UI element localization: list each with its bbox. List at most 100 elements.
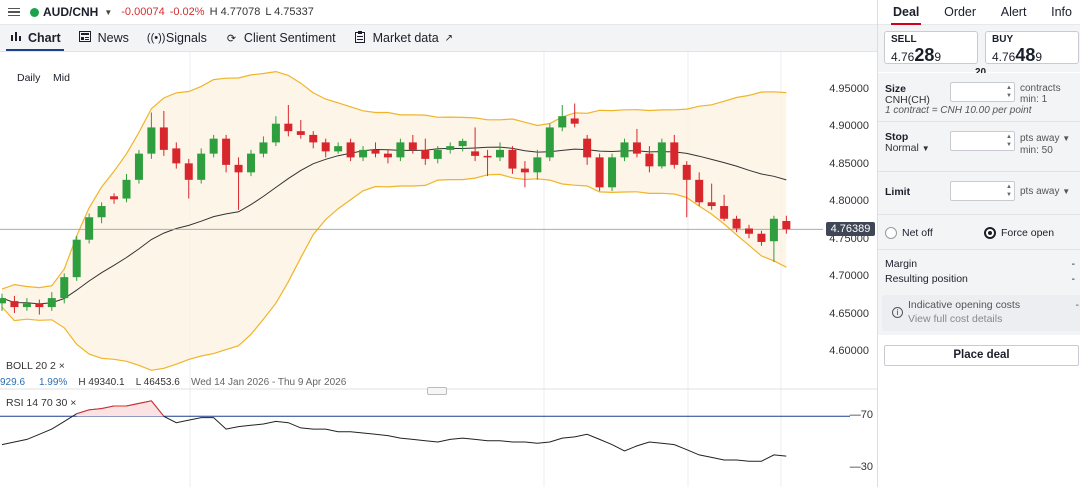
pane-resize-handle[interactable]	[427, 387, 447, 395]
chart-area[interactable]: Daily Mid 4.95000 4.90000 4.85000 4.80000 4.…	[0, 52, 877, 487]
divider	[878, 171, 1080, 172]
candle-body	[22, 303, 31, 308]
candle-body	[222, 138, 231, 165]
rsi-indicator-label[interactable]: RSI 14 70 30 ×	[6, 397, 77, 409]
candle-body	[645, 153, 654, 167]
candle-body	[745, 228, 753, 234]
stop-note[interactable]: pts away ▼	[1020, 133, 1070, 144]
candle-body	[782, 221, 791, 230]
tab-client-sentiment[interactable]: ⟳ Client Sentiment	[216, 25, 345, 51]
newspaper-icon	[79, 31, 92, 45]
candle-body	[508, 149, 517, 169]
force-open-label: Force open	[1001, 227, 1055, 239]
price-axis-label: 4.60000	[829, 345, 869, 357]
buy-button[interactable]: BUY 4.76489	[985, 31, 1079, 65]
candle-body	[234, 164, 243, 173]
market-symbol[interactable]: AUD/CNH	[43, 5, 99, 19]
day-high: H 4.77078	[209, 6, 261, 18]
candle-body	[583, 138, 592, 158]
radio-checked-icon	[984, 227, 996, 239]
costs-link[interactable]: View full cost details	[908, 313, 1003, 325]
candle-body	[172, 148, 181, 164]
tab-news[interactable]: News	[70, 25, 138, 51]
stat-volume: 929.6	[0, 377, 26, 388]
candle-body	[134, 153, 143, 180]
tab-deal[interactable]: Deal	[890, 0, 922, 25]
price-axis-label: 4.80000	[829, 195, 869, 208]
limit-note-text: pts away	[1020, 186, 1060, 197]
stat-pct: 1.99%	[38, 377, 68, 388]
candle-body	[259, 142, 268, 154]
candle-body	[620, 142, 629, 158]
tab-signals[interactable]: ((•)) Signals	[138, 25, 216, 51]
boll-indicator-label[interactable]: BOLL 20 2 ×	[6, 360, 65, 372]
tab-signals-label: Signals	[165, 31, 207, 45]
divider	[878, 121, 1080, 122]
candle-body	[110, 196, 119, 200]
stepper-icon[interactable]: ▲ ▼	[1006, 85, 1012, 99]
resulting-position-row: Resulting position -	[885, 273, 1075, 285]
tab-alert[interactable]: Alert	[1000, 5, 1027, 19]
rsi-overbought-line-seg	[76, 400, 165, 417]
day-low: L 4.75337	[265, 6, 314, 18]
price-chart[interactable]	[0, 52, 877, 487]
stop-mode-select[interactable]: Normal ▼	[885, 142, 930, 154]
price-axis-label: 4.70000	[829, 270, 869, 283]
market-open-indicator	[30, 7, 39, 17]
timeframe-mid[interactable]: Mid	[53, 72, 70, 84]
candle-body	[732, 218, 741, 229]
chevron-down-icon[interactable]: ▼	[104, 7, 113, 17]
candle-body	[247, 153, 255, 173]
tab-market-data[interactable]: Market data ↗	[345, 25, 462, 51]
margin-label: Margin	[885, 258, 918, 270]
size-label: Size	[885, 83, 907, 95]
place-deal-button[interactable]: Place deal	[884, 345, 1079, 366]
net-off-label: Net off	[902, 227, 933, 239]
force-open-radio[interactable]: Force open	[984, 227, 1054, 239]
net-off-radio[interactable]: Net off	[885, 227, 933, 239]
menu-icon[interactable]	[8, 7, 20, 17]
bollinger-middle	[1, 146, 787, 305]
tab-order[interactable]: Order	[944, 5, 977, 19]
candle-body	[757, 233, 766, 242]
quote-area: SELL 4.76289 BUY 4.76489	[878, 25, 1080, 72]
tab-info[interactable]: Info	[1051, 5, 1072, 19]
sell-button[interactable]: SELL 4.76289	[884, 31, 978, 65]
stat-low: L 46453.6	[135, 377, 180, 388]
chevron-down-icon: ▼	[1062, 134, 1071, 143]
stat-range: Wed 14 Jan 2026 - Thu 9 Apr 2026	[190, 377, 347, 388]
candle-body	[570, 118, 579, 124]
rsi-axis-label: —30	[849, 460, 873, 473]
deal-ticket-tabs: Deal Order Alert Info	[878, 0, 1080, 25]
bollinger-fill	[2, 71, 787, 371]
stepper-icon[interactable]: ▲ ▼	[1006, 134, 1012, 148]
size-input[interactable]: ▲ ▼	[950, 82, 1015, 102]
current-price-tag: 4.76389	[826, 222, 875, 236]
stepper-icon[interactable]: ▲ ▼	[1006, 184, 1012, 198]
refresh-icon: ⟳	[226, 32, 237, 45]
tab-market-data-label: Market data	[372, 31, 439, 45]
document-icon	[354, 30, 367, 46]
sell-price-big: 28	[914, 45, 935, 65]
candle-body	[632, 142, 641, 154]
tab-chart[interactable]: Chart	[0, 25, 70, 51]
market-header: AUD/CNH ▼ -0.00074 -0.02% H 4.77078 L 4.…	[0, 0, 877, 25]
limit-label: Limit	[885, 186, 911, 198]
broadcast-icon: ((•))	[146, 32, 166, 44]
costs-value: -	[1075, 299, 1080, 311]
candle-body	[533, 157, 542, 173]
candle-body	[0, 298, 6, 304]
margin-row: Margin -	[885, 258, 1075, 270]
stop-input[interactable]: ▲ ▼	[950, 131, 1015, 151]
limit-note[interactable]: pts away ▼	[1020, 186, 1070, 197]
limit-input[interactable]: ▲ ▼	[950, 181, 1015, 201]
spread-value: 20	[975, 67, 986, 78]
bollinger-lower	[1, 173, 787, 371]
candle-body	[346, 142, 355, 158]
timeframe-daily[interactable]: Daily	[17, 72, 41, 84]
price-change: -0.00074	[121, 6, 165, 18]
candle-body	[147, 127, 156, 154]
candle-body	[545, 127, 554, 158]
stop-label: Stop	[885, 131, 909, 143]
